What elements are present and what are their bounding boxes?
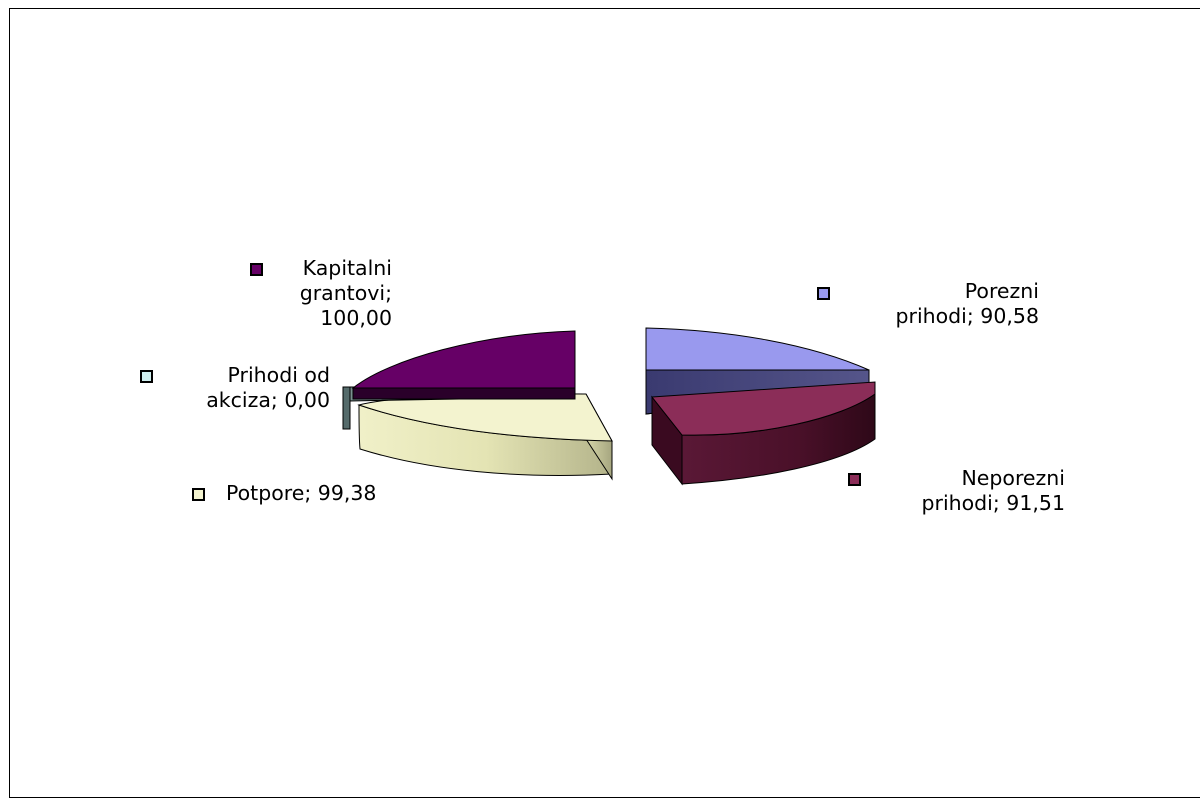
data-label-prihodi-od-akciza: Prihodi od akciza; 0,00 — [140, 363, 330, 413]
pie-slice-potpore — [357, 393, 613, 481]
data-label-potpore: Potpore; 99,38 — [192, 481, 377, 506]
legend-key-potpore — [192, 488, 205, 501]
data-label-neporezni-prihodi: Neporezni prihodi; 91,51 — [848, 466, 1066, 516]
data-label-line: grantovi; — [299, 281, 392, 305]
data-label-line: akciza; 0,00 — [206, 388, 330, 412]
pie-chart — [342, 327, 876, 486]
data-label-line: prihodi; 90,58 — [895, 304, 1040, 328]
data-label-line: Prihodi od — [227, 363, 330, 387]
data-label-line: Porezni — [964, 279, 1039, 303]
pie-slice-neporezni-prihodi — [651, 381, 876, 486]
pie-slice-face — [351, 330, 576, 389]
pie-slice-face — [342, 386, 351, 430]
data-label-line: Potpore; 99,38 — [226, 481, 377, 505]
legend-key-prihodi-od-akciza — [140, 370, 153, 383]
legend-key-porezni-prihodi — [817, 287, 830, 300]
pie-slice-face — [645, 327, 870, 371]
legend-key-neporezni-prihodi — [848, 473, 861, 486]
pie-slice-face — [651, 381, 876, 436]
chart-area: Porezni prihodi; 90,58 Neporezni prihodi… — [9, 8, 1200, 798]
data-label-line: prihodi; 91,51 — [921, 491, 1066, 515]
pie-slice-kapitalni-grantovi — [351, 330, 576, 400]
data-label-kapitalni-grantovi: Kapitalni grantovi; 100,00 — [250, 256, 392, 331]
legend-key-kapitalni-grantovi — [250, 263, 263, 276]
data-label-line: Kapitalni — [302, 256, 392, 280]
data-label-line: Neporezni — [961, 466, 1065, 490]
data-label-line: 100,00 — [320, 306, 392, 330]
data-label-porezni-prihodi: Porezni prihodi; 90,58 — [817, 279, 1040, 329]
pie-slice-face — [352, 387, 576, 400]
